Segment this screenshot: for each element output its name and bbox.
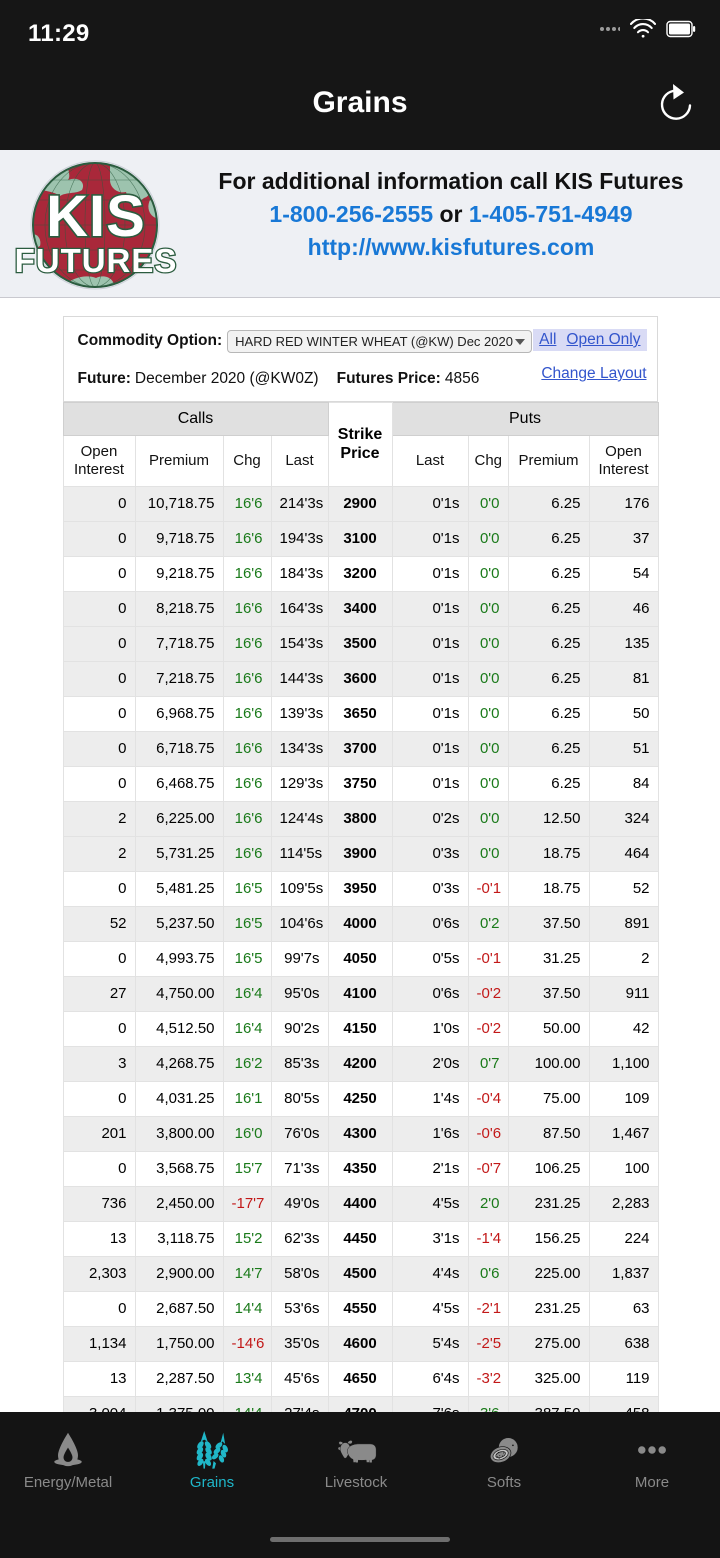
svg-text:KIS: KIS — [46, 184, 146, 249]
svg-text:FUTURES: FUTURES — [15, 242, 178, 279]
